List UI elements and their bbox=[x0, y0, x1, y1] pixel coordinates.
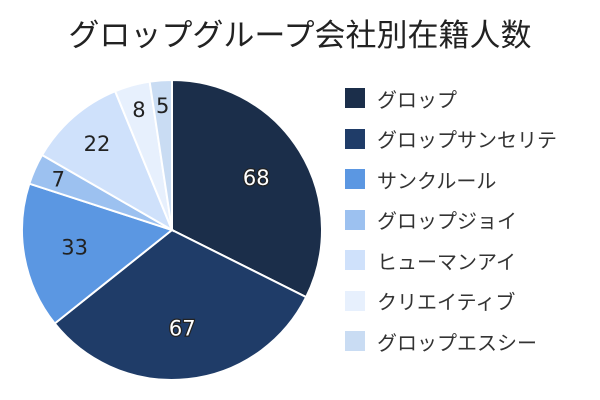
slice-label: 22 bbox=[84, 132, 111, 156]
slice-label: 8 bbox=[132, 98, 145, 122]
legend: グロップグロップサンセリテ サンクルール グロップジョイ ヒューマンアイ クリエイティブ… bbox=[345, 78, 557, 362]
legend-swatch bbox=[345, 169, 365, 190]
legend-item: グロップジョイ bbox=[345, 200, 557, 241]
slice-label: 67 bbox=[169, 317, 196, 341]
legend-item: クリエイティブ bbox=[345, 281, 557, 322]
legend-item: サンクルール bbox=[345, 159, 557, 200]
legend-swatch bbox=[345, 128, 365, 149]
legend-label: グロップエスシー bbox=[377, 330, 537, 355]
legend-swatch bbox=[345, 88, 365, 109]
legend-swatch bbox=[345, 290, 365, 311]
legend-swatch bbox=[345, 209, 365, 230]
slice-label: 33 bbox=[61, 236, 88, 260]
legend-label: サンクルール bbox=[377, 168, 497, 193]
chart-title: グロップグループ会社別在籍人数 bbox=[68, 18, 532, 54]
legend-label: グロップサンセリテ bbox=[377, 128, 557, 153]
legend-label: グロップ bbox=[377, 87, 457, 112]
legend-label: グロップジョイ bbox=[377, 209, 517, 234]
legend-swatch bbox=[345, 250, 365, 271]
pie-slice bbox=[53, 228, 308, 381]
legend-swatch bbox=[345, 331, 365, 352]
pie-slice bbox=[148, 78, 173, 231]
slice-label: 68 bbox=[243, 166, 270, 190]
pie-slice bbox=[171, 78, 323, 299]
legend-label: ヒューマンアイ bbox=[377, 249, 516, 274]
legend-label: クリエイティブ bbox=[377, 290, 516, 315]
pie-slice bbox=[40, 89, 175, 233]
legend-item: グロップサンセリテ bbox=[345, 119, 557, 160]
slice-label: 5 bbox=[156, 94, 169, 118]
legend-item: ヒューマンアイ bbox=[345, 240, 557, 281]
legend-item: グロップエスシー bbox=[345, 321, 557, 362]
legend-item: グロップ bbox=[345, 78, 557, 119]
slice-label: 7 bbox=[52, 167, 65, 191]
